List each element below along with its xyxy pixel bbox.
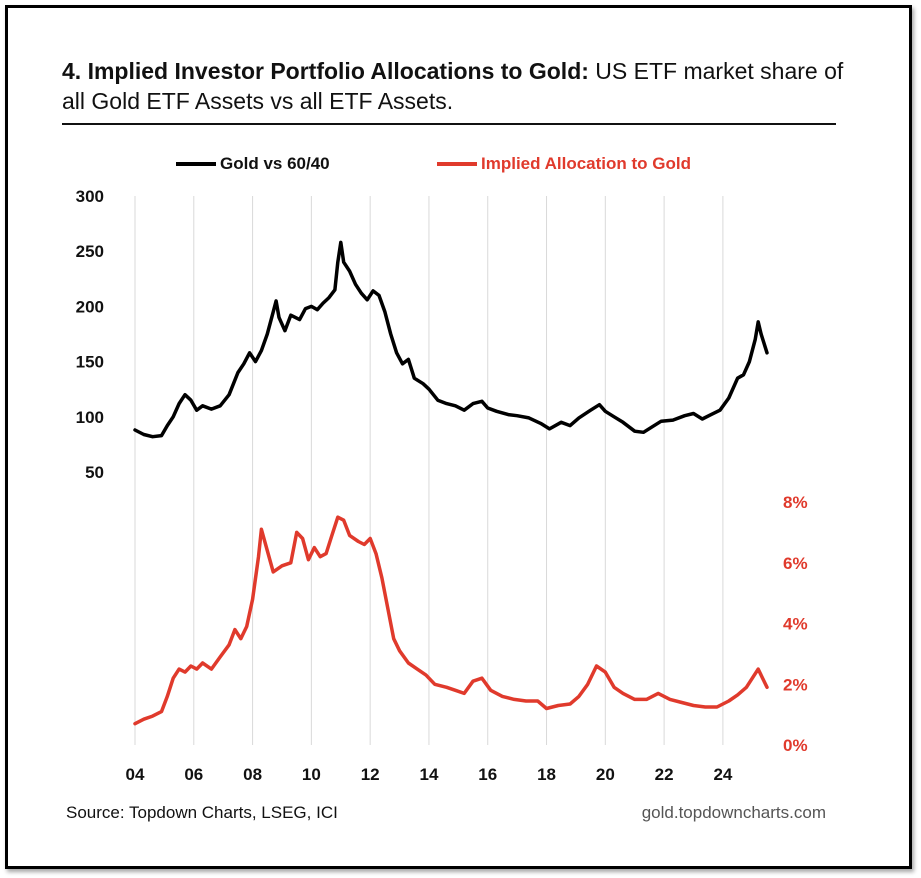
x-tick-label-20: 20 [596,765,615,784]
left-tick-label-250: 250 [76,242,104,261]
x-tick-label-16: 16 [478,765,497,784]
legend-swatch-gold [176,162,216,166]
chart-title: 4. Implied Investor Portfolio Allocation… [62,56,852,116]
left-tick-label-50: 50 [85,463,104,482]
title-rule [62,123,836,125]
right-tick-label-0pct: 0% [783,736,808,755]
x-tick-label-08: 08 [243,765,262,784]
left-tick-label-150: 150 [76,353,104,372]
right-tick-label-2pct: 2% [783,675,808,694]
x-tick-label-24: 24 [713,765,732,784]
site-url: gold.topdowncharts.com [641,803,826,822]
left-tick-label-300: 300 [76,187,104,206]
x-tick-label-22: 22 [655,765,674,784]
right-tick-label-4pct: 4% [783,615,808,634]
x-tick-label-06: 06 [184,765,203,784]
x-tick-label-14: 14 [419,765,438,784]
legend-item-alloc: Implied Allocation to Gold [437,152,691,176]
x-tick-label-10: 10 [302,765,321,784]
legend-label-alloc: Implied Allocation to Gold [481,154,691,173]
left-tick-label-100: 100 [76,408,104,427]
left-tick-label-200: 200 [76,297,104,316]
chart-title-bold: 4. Implied Investor Portfolio Allocation… [62,58,589,84]
source-note: Source: Topdown Charts, LSEG, ICI [66,803,338,822]
legend-label-gold: Gold vs 60/40 [220,154,330,173]
series-line-gold-vs-6040 [133,240,769,439]
series-line-implied-allocation [133,515,769,726]
right-tick-label-6pct: 6% [783,554,808,573]
legend-item-gold: Gold vs 60/40 [176,152,330,176]
right-tick-label-8pct: 8% [783,493,808,512]
x-tick-label-12: 12 [361,765,380,784]
legend-swatch-alloc [437,162,477,166]
x-tick-label-04: 04 [126,765,145,784]
x-tick-label-18: 18 [537,765,556,784]
chart-title-rest: US ETF market share of all Gold ETF Asse… [62,58,844,114]
